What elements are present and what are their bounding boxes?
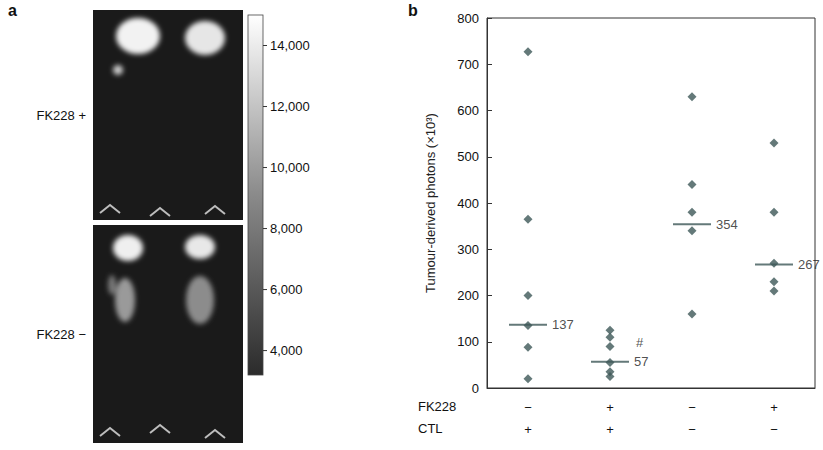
svg-text:FK228 +: FK228 +: [36, 108, 86, 123]
svg-text:−: −: [770, 422, 778, 437]
svg-text:+: +: [606, 400, 614, 415]
svg-text:FK228 −: FK228 −: [36, 327, 86, 342]
svg-text:354: 354: [716, 217, 738, 232]
svg-text:100: 100: [457, 334, 479, 349]
svg-text:+: +: [606, 422, 614, 437]
svg-text:#: #: [636, 335, 644, 350]
svg-text:57: 57: [634, 354, 648, 369]
svg-text:700: 700: [457, 57, 479, 72]
svg-text:b: b: [408, 2, 418, 19]
svg-text:14,000: 14,000: [270, 38, 310, 53]
svg-text:−: −: [524, 400, 532, 415]
svg-text:12,000: 12,000: [270, 99, 310, 114]
svg-text:10,000: 10,000: [270, 160, 310, 175]
svg-text:500: 500: [457, 149, 479, 164]
svg-text:0: 0: [472, 381, 479, 396]
svg-text:a: a: [8, 2, 17, 19]
svg-text:200: 200: [457, 288, 479, 303]
svg-text:6,000: 6,000: [270, 282, 303, 297]
svg-text:Tumour-derived photons (×10³): Tumour-derived photons (×10³): [423, 113, 438, 293]
svg-text:600: 600: [457, 103, 479, 118]
svg-text:+: +: [524, 422, 532, 437]
svg-text:8,000: 8,000: [270, 221, 303, 236]
svg-text:800: 800: [457, 11, 479, 26]
svg-text:CTL: CTL: [418, 421, 443, 436]
svg-text:+: +: [770, 400, 778, 415]
svg-text:267: 267: [798, 257, 820, 272]
svg-text:−: −: [688, 400, 696, 415]
svg-text:−: −: [688, 422, 696, 437]
svg-text:4,000: 4,000: [270, 343, 303, 358]
svg-text:300: 300: [457, 242, 479, 257]
svg-text:400: 400: [457, 196, 479, 211]
svg-text:FK228: FK228: [418, 399, 456, 414]
svg-text:137: 137: [552, 317, 574, 332]
